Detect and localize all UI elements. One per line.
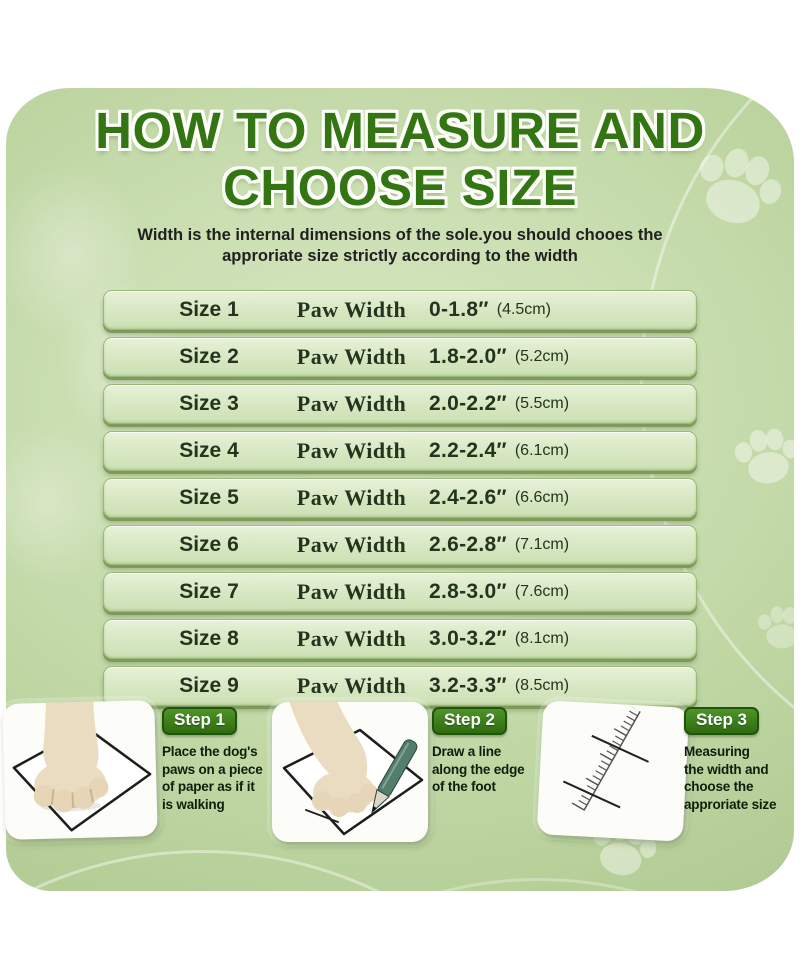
size-row-1: Size 1 Paw Width 0-1.8″ (4.5cm): [103, 290, 697, 330]
width-cm: (7.6cm): [514, 583, 570, 600]
step1-block: Step 1 Place the dog's paws on a piece o…: [162, 707, 280, 813]
width-inches: 2.6-2.8″: [429, 533, 507, 556]
paw-width-label: Paw Width: [296, 438, 407, 463]
step1-illustration: [2, 700, 158, 840]
measuring-steps: Step 1 Place the dog's paws on a piece o…: [0, 698, 800, 850]
pen-drawing-image: [282, 702, 424, 836]
size-row-6: Size 6 Paw Width 2.6-2.8″ (7.1cm): [103, 525, 697, 565]
width-inches: 0-1.8″: [429, 298, 489, 321]
width-inches: 2.4-2.6″: [429, 486, 507, 509]
size-label: Size 1: [179, 298, 239, 321]
size-label: Size 7: [179, 580, 239, 603]
size-row-3: Size 3 Paw Width 2.0-2.2″ (5.5cm): [103, 384, 697, 424]
step3-block: Step 3 Measuring the width and choose th…: [684, 707, 798, 813]
subtitle: Width is the internal dimensions of the …: [0, 225, 800, 267]
step1-badge: Step 1: [162, 707, 238, 735]
paw-width-label: Paw Width: [296, 673, 407, 698]
size-label: Size 5: [179, 486, 239, 509]
width-inches: 3.0-3.2″: [429, 627, 507, 650]
page-title-line1: HOW TO MEASURE AND: [95, 102, 705, 159]
size-label: Size 3: [179, 392, 239, 415]
width-inches: 2.2-2.4″: [429, 439, 507, 462]
paw-width-label: Paw Width: [296, 626, 407, 651]
width-cm: (6.6cm): [514, 489, 570, 506]
paw-print-icon: [700, 148, 782, 224]
green-pen-icon: [371, 739, 418, 814]
subtitle-line2: approriate size strictly according to th…: [222, 247, 578, 265]
size-label: Size 2: [179, 345, 239, 368]
width-cm: (5.2cm): [514, 348, 570, 365]
paw-width-label: Paw Width: [296, 579, 407, 604]
step2-text: Draw a line along the edge of the foot: [432, 744, 525, 794]
size-label: Size 6: [179, 533, 239, 556]
paw-width-label: Paw Width: [296, 532, 407, 557]
width-inches: 1.8-2.0″: [429, 345, 507, 368]
page-title: HOW TO MEASURE AND CHOOSE SIZE: [0, 102, 800, 216]
paw-print-icon: [734, 428, 794, 484]
step2-block: Step 2 Draw a line along the edge of the…: [432, 707, 540, 796]
size-row-4: Size 4 Paw Width 2.2-2.4″ (6.1cm): [103, 431, 697, 471]
step1-text: Place the dog's paws on a piece of paper…: [162, 744, 263, 812]
width-cm: (5.5cm): [514, 395, 570, 412]
width-inches: 2.0-2.2″: [429, 392, 507, 415]
paw-width-label: Paw Width: [296, 297, 407, 322]
page-title-line2: CHOOSE SIZE: [222, 159, 578, 216]
soft-highlight-blob: [6, 128, 176, 378]
size-row-5: Size 5 Paw Width 2.4-2.6″ (6.6cm): [103, 478, 697, 518]
step3-illustration: [536, 700, 690, 842]
size-row-7: Size 7 Paw Width 2.8-3.0″ (7.6cm): [103, 572, 697, 612]
width-cm: (8.1cm): [514, 630, 570, 647]
paw-width-label: Paw Width: [296, 391, 407, 416]
step2-badge: Step 2: [432, 707, 508, 735]
width-cm: (4.5cm): [496, 301, 551, 318]
paw-width-label: Paw Width: [296, 485, 407, 510]
paw-print-icon: [758, 606, 794, 649]
size-label: Size 9: [179, 674, 239, 697]
size-row-8: Size 8 Paw Width 3.0-3.2″ (8.1cm): [103, 619, 697, 659]
paw-on-paper-image: [12, 700, 152, 832]
step3-text: Measuring the width and choose the appro…: [684, 744, 777, 812]
ruler-measuring-image: [562, 704, 649, 811]
paw-width-label: Paw Width: [296, 344, 407, 369]
width-inches: 3.2-3.3″: [429, 674, 507, 697]
width-inches: 2.8-3.0″: [429, 580, 507, 603]
size-label: Size 8: [179, 627, 239, 650]
size-row-9: Size 9 Paw Width 3.2-3.3″ (8.5cm): [103, 666, 697, 706]
width-cm: (8.5cm): [514, 677, 570, 694]
width-cm: (6.1cm): [514, 442, 570, 459]
step2-illustration: [272, 702, 428, 842]
width-cm: (7.1cm): [514, 536, 570, 553]
size-row-2: Size 2 Paw Width 1.8-2.0″ (5.2cm): [103, 337, 697, 377]
size-table: Size 1 Paw Width 0-1.8″ (4.5cm) Size 2 P…: [103, 290, 697, 713]
subtitle-line1: Width is the internal dimensions of the …: [137, 226, 663, 244]
step3-badge: Step 3: [684, 707, 760, 735]
size-label: Size 4: [179, 439, 239, 462]
